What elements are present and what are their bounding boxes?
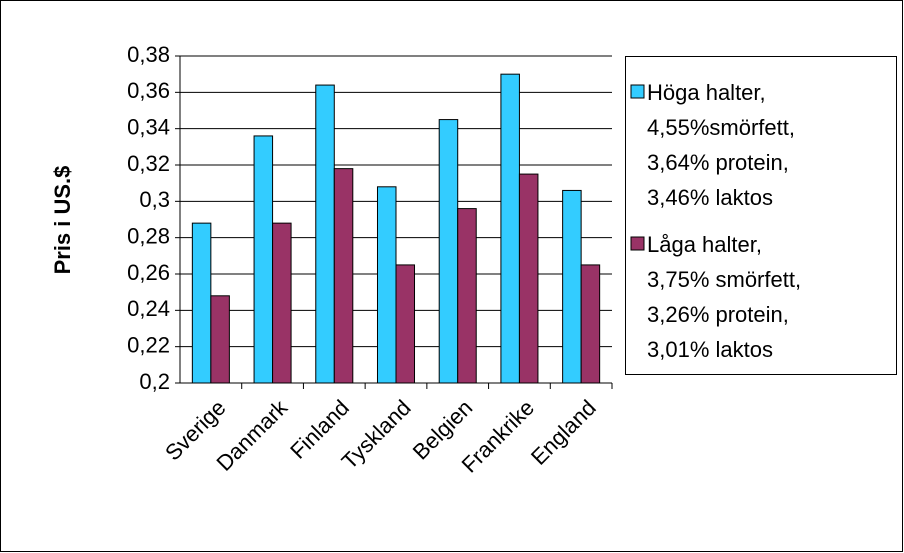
y-tick-label: 0,34 [127, 114, 170, 139]
legend-label: Låga halter, 3,75% smörfett, 3,26% prote… [647, 232, 802, 362]
y-tick-label: 0,26 [127, 260, 170, 285]
bar [457, 208, 477, 384]
y-tick-label: 0,3 [139, 187, 170, 212]
y-tick-label: 0,32 [127, 151, 170, 176]
bar [333, 168, 354, 384]
bar [438, 119, 459, 384]
bar [562, 189, 582, 384]
bar [315, 84, 335, 384]
bar [210, 295, 230, 384]
y-tick-label: 0,22 [127, 332, 170, 357]
y-tick-label: 0,24 [127, 296, 170, 321]
y-tick-label: 0,2 [139, 369, 170, 394]
y-tick-label: 0,36 [127, 78, 170, 103]
bar [376, 186, 397, 384]
bar [518, 173, 539, 384]
legend-label: Höga halter, 4,55%smörfett, 3,64% protei… [647, 80, 795, 210]
y-axis-title: Pris i US.$ [50, 166, 75, 275]
bar [500, 73, 520, 384]
bar [580, 264, 601, 384]
bar [253, 135, 274, 384]
y-tick-label: 0,28 [127, 223, 170, 248]
legend-swatch [630, 236, 645, 251]
legend-swatch [630, 84, 645, 99]
legend-box [625, 56, 897, 375]
y-tick-label: 0,38 [127, 42, 170, 67]
bar [191, 222, 212, 384]
bar [272, 222, 292, 384]
bar [395, 264, 416, 384]
